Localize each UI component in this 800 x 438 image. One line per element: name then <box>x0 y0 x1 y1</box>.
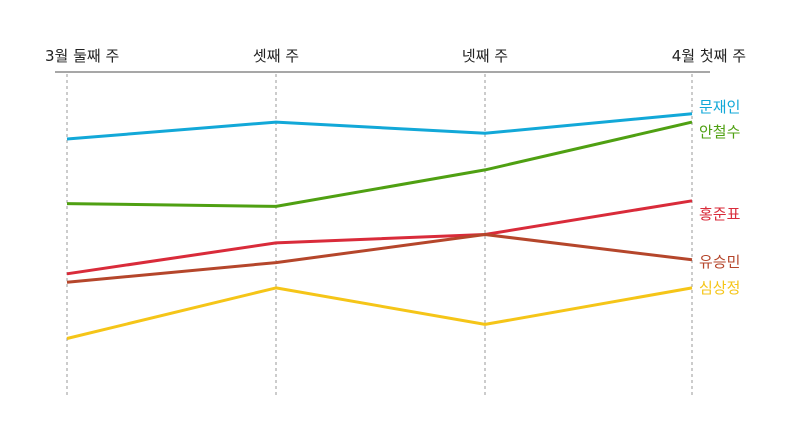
x-tick-label: 4월 첫째 주 <box>672 47 746 65</box>
x-tick-label: 넷째 주 <box>462 47 508 65</box>
series-line <box>66 199 693 276</box>
series-line <box>66 112 693 141</box>
series-label: 문재인 <box>699 98 740 116</box>
x-tick-labels: 3월 둘째 주 셋째 주 넷째 주 4월 첫째 주 <box>45 47 746 65</box>
x-tick-label: 셋째 주 <box>253 47 299 65</box>
series-lines <box>66 112 693 340</box>
series-line <box>66 120 693 208</box>
x-tick-label: 3월 둘째 주 <box>45 47 119 65</box>
series-label: 홍준표 <box>699 205 741 223</box>
series-label: 안철수 <box>699 123 740 141</box>
series-label: 심상정 <box>699 279 740 297</box>
series-line <box>66 233 693 284</box>
series-line <box>66 286 693 340</box>
series-label: 유승민 <box>699 253 740 271</box>
